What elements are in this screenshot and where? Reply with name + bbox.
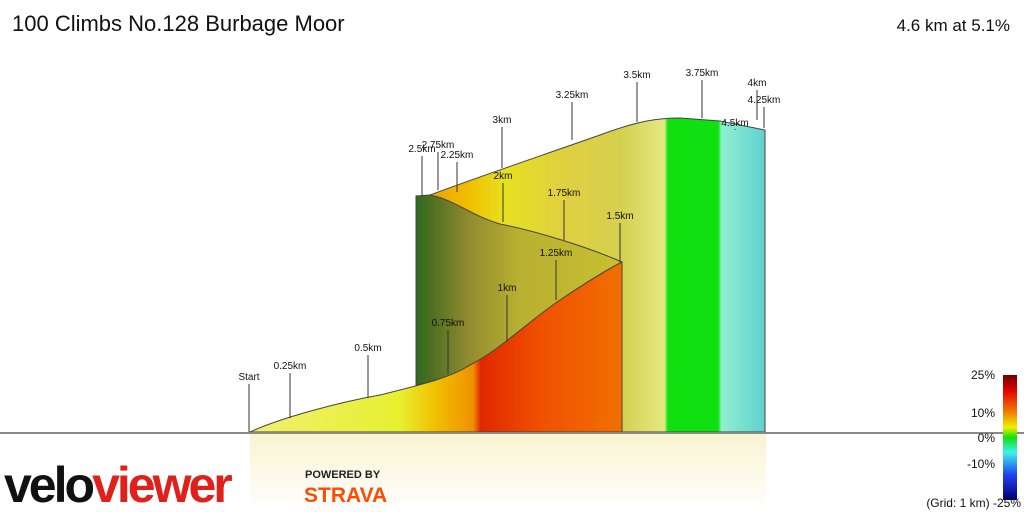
marker-label: 2.25km [441,150,474,161]
powered-by: POWERED BY [305,469,381,481]
marker-label: 1.25km [540,248,573,259]
logo-left: velo [4,457,94,512]
marker-label: 1km [498,283,517,294]
distance-markers: Start 0.25km 0.5km 0.75km 1km 1.25km 1.5km 1.75… [238,68,780,432]
marker-label: 1.75km [548,188,581,199]
legend-bar [1003,375,1017,500]
legend-label: -10% [967,457,995,471]
marker-label: 0.5km [354,343,381,354]
marker-label: 4.5km [721,118,748,129]
marker-label: 3km [493,115,512,126]
marker-label: Start [238,372,259,383]
profile [0,117,1024,512]
grid-note: (Grid: 1 km) -25% [926,496,1021,510]
marker-label: 0.25km [274,361,307,372]
legend-label: 25% [971,368,995,382]
logo-right: viewer [92,457,232,512]
marker-label: 4.25km [748,95,781,106]
marker-label: 2.5km [408,144,435,155]
marker-label: 3.5km [623,70,650,81]
marker-label: 3.75km [686,68,719,79]
title: 100 Climbs No.128 Burbage Moor [12,11,345,36]
legend: 25% 10% 0% -10% [967,368,995,471]
legend-label: 10% [971,406,995,420]
marker-label: 2.75km [422,140,455,151]
marker-label: 2km [494,171,513,182]
marker-label: 0.75km [432,318,465,329]
summary: 4.6 km at 5.1% [897,16,1010,35]
reflection-fade [250,434,766,512]
strava: STRAVA [304,484,387,507]
branding: veloviewer POWERED BY STRAVA [4,457,387,512]
marker-label: 3.25km [556,90,589,101]
logo: veloviewer [4,457,232,512]
legend-label: 0% [978,431,996,445]
marker-label: 1.5km [606,211,633,222]
profile-lower [249,261,623,433]
marker-label: 4km [748,78,767,89]
